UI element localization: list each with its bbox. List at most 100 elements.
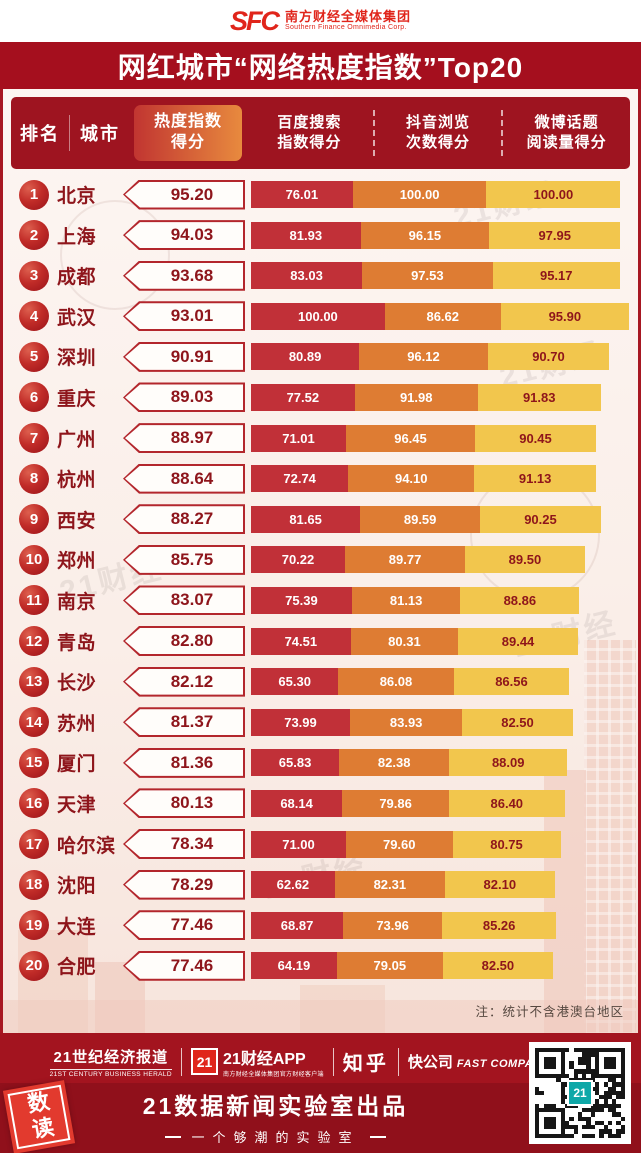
score-tag-fill [125, 384, 243, 411]
city-name: 成都 [57, 267, 97, 289]
city-name: 武汉 [57, 307, 97, 329]
total-score: 88.27 [170, 509, 214, 529]
page-title: 网红城市“网络热度指数”Top20 [117, 51, 524, 83]
logo-21app-sub: 南方财经全媒体集团官方财经客户端 [223, 1072, 324, 1078]
douyin-bar-segment: 94.10 [348, 465, 475, 493]
total-score: 81.36 [170, 752, 214, 772]
rank-badge: 10 [19, 544, 49, 575]
total-score: 90.91 [170, 346, 214, 366]
table-row: 13 长沙 82.12 65.30 86.08 86.56 [11, 666, 630, 697]
total-score: 83.07 [170, 590, 214, 610]
rank-badge: 1 [19, 179, 49, 210]
score-tag-fill [125, 668, 243, 695]
score-tag: 88.64 [123, 463, 245, 494]
city-name: 沈阳 [57, 876, 97, 898]
table-row: 20 合肥 77.46 64.19 79.05 82.50 [11, 950, 630, 981]
score-tag-fill [125, 222, 243, 249]
score-tag: 89.03 [123, 382, 245, 413]
baidu-bar-segment: 65.83 [251, 749, 340, 777]
score-tag: 88.27 [123, 504, 245, 535]
chart-area: 排名 城市 热度指数 得分 百度搜索 指数得分 抖音浏览 次数得分 微博话题 阅… [0, 89, 641, 1033]
douyin-bar-segment: 80.31 [350, 627, 459, 655]
score-tag-fill [125, 262, 243, 289]
score-tag-fill [125, 343, 243, 370]
score-tag-fill [125, 912, 243, 939]
table-row: 17 哈尔滨 78.34 71.00 79.60 80.75 [11, 829, 630, 860]
douyin-bar-segment: 96.15 [360, 221, 490, 249]
city-name: 天津 [57, 794, 97, 816]
rank-badge: 15 [19, 747, 49, 778]
stacked-bar: 77.52 91.98 91.83 [251, 383, 630, 411]
douyin-bar-segment: 73.96 [343, 911, 443, 939]
score-tag-fill [125, 790, 243, 817]
score-tag-fill [125, 303, 243, 330]
rank-badge: 11 [19, 585, 49, 616]
stacked-bar: 74.51 80.31 89.44 [251, 627, 630, 655]
table-row: 16 天津 80.13 68.14 79.86 86.40 [11, 788, 630, 819]
stacked-bar: 62.62 82.31 82.10 [251, 871, 630, 899]
stacked-bar: 70.22 89.77 89.50 [251, 546, 630, 574]
logo-21cbh: 21世纪经济报道 21ST CENTURY BUSINESS HERALD [49, 1046, 173, 1078]
city-name: 哈尔滨 [57, 835, 116, 857]
score-tag-fill [125, 831, 243, 857]
city-name: 深圳 [57, 348, 97, 370]
brand-divider [397, 1047, 399, 1076]
ranking-list: 1 北京 95.20 76.01 100.00 100.00 2 上海 94.0… [11, 179, 630, 991]
tagline-text: 一个够潮的实验室 [191, 1130, 360, 1145]
city-name: 青岛 [57, 632, 97, 654]
douyin-bar-segment: 79.86 [342, 789, 449, 817]
weibo-bar-segment: 82.50 [462, 708, 573, 736]
weibo-bar-segment: 91.83 [477, 383, 601, 411]
city-name: 上海 [57, 226, 97, 248]
baidu-bar-segment: 77.52 [251, 383, 355, 411]
logo-fastcompany-en: FAST COMPANY [456, 1058, 550, 1070]
weibo-bar-segment: 89.44 [458, 627, 578, 655]
rank-badge: 6 [19, 382, 49, 413]
qr-center-logo: 21 [567, 1080, 593, 1106]
table-row: 2 上海 94.03 81.93 96.15 97.95 [11, 220, 630, 251]
score-tag: 95.20 [123, 179, 245, 210]
weibo-bar-segment: 95.17 [492, 262, 620, 290]
org-name-en: Southern Finance Omnimedia Corp. [284, 24, 407, 32]
score-tag-fill [125, 506, 243, 533]
table-row: 4 武汉 93.01 100.00 86.62 95.90 [11, 301, 630, 332]
table-row: 5 深圳 90.91 80.89 96.12 90.70 [11, 341, 630, 372]
city-name: 杭州 [57, 470, 97, 492]
sfc-logo-text: SFC [229, 5, 280, 36]
city-name: 重庆 [57, 388, 97, 410]
sfc-logo: SFC 南方财经全媒体集团 Southern Finance Omnimedia… [230, 6, 411, 37]
logo-21app: 21 21财经APP 南方财经全媒体集团官方财经客户端 [191, 1045, 324, 1078]
total-score: 89.03 [170, 387, 214, 407]
baidu-bar-segment: 64.19 [251, 952, 337, 980]
stacked-bar: 65.83 82.38 88.09 [251, 749, 630, 777]
brand-divider [181, 1047, 183, 1076]
douyin-bar-segment: 96.12 [359, 343, 488, 371]
brand-logos: 21世纪经济报道 21ST CENTURY BUSINESS HERALD 21… [49, 1045, 549, 1078]
dashed-divider [372, 110, 375, 156]
logo-21app-cn: 21财经APP [223, 1051, 306, 1068]
city-name: 大连 [57, 916, 97, 938]
baidu-bar-segment: 73.99 [251, 708, 350, 736]
logo-fastcompany: 快公司 FAST COMPANY [408, 1051, 550, 1072]
douyin-bar-segment: 79.05 [336, 952, 443, 980]
stacked-bar: 81.65 89.59 90.25 [251, 505, 630, 533]
rank-badge: 19 [19, 910, 49, 941]
baidu-bar-segment: 75.39 [251, 586, 352, 614]
column-header-score: 热度指数 得分 [134, 105, 242, 161]
city-name: 郑州 [57, 551, 97, 573]
score-tag: 83.07 [123, 585, 245, 616]
rank-badge: 16 [19, 788, 49, 819]
baidu-bar-segment: 80.89 [251, 343, 360, 371]
total-score: 88.97 [170, 428, 214, 448]
baidu-bar-segment: 81.93 [251, 221, 361, 249]
score-tag-fill [125, 587, 243, 614]
city-name: 厦门 [57, 754, 97, 776]
weibo-bar-segment: 95.90 [500, 302, 629, 330]
table-row: 7 广州 88.97 71.01 96.45 90.45 [11, 423, 630, 454]
stacked-bar: 100.00 86.62 95.90 [251, 302, 630, 330]
table-row: 11 南京 83.07 75.39 81.13 88.86 [11, 585, 630, 616]
stacked-bar: 83.03 97.53 95.17 [251, 262, 630, 290]
total-score: 78.29 [170, 874, 214, 894]
total-score: 78.34 [170, 834, 214, 853]
